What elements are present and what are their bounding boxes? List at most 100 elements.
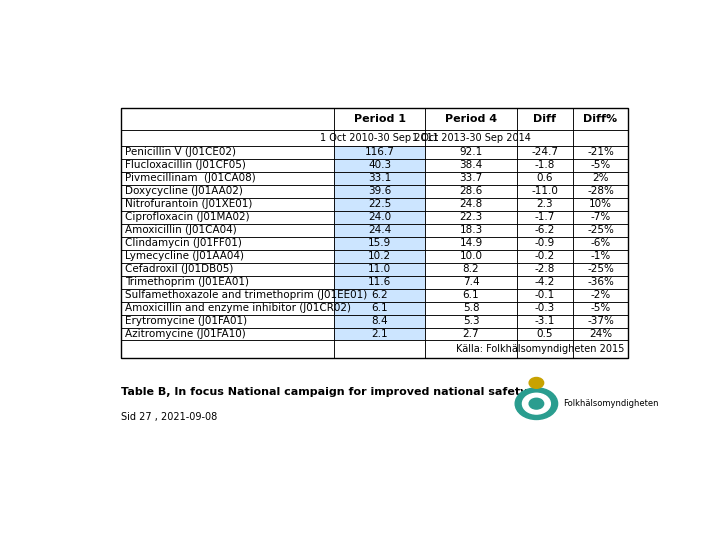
Text: Ciprofloxacin (J01MA02): Ciprofloxacin (J01MA02) [125, 212, 249, 222]
Bar [572, 262, 629, 275]
Bar [121, 109, 334, 130]
Circle shape [523, 393, 550, 414]
Text: Erytromycine (J01FA01): Erytromycine (J01FA01) [125, 316, 247, 326]
Bar [572, 185, 629, 198]
Bar [426, 185, 517, 198]
Bar [334, 146, 426, 159]
Bar [517, 211, 572, 224]
Bar [517, 275, 572, 288]
Text: -5%: -5% [590, 160, 611, 170]
Text: 5.8: 5.8 [463, 303, 480, 313]
Bar [426, 262, 517, 275]
Bar [572, 172, 629, 185]
Bar [121, 275, 334, 288]
Bar [334, 327, 426, 341]
Text: 2.3: 2.3 [536, 199, 553, 210]
Bar [572, 327, 629, 341]
Bar [334, 314, 426, 327]
Bar [517, 275, 572, 288]
Bar [426, 211, 517, 224]
Text: Amoxicillin and enzyme inhibitor (J01CR02): Amoxicillin and enzyme inhibitor (J01CR0… [125, 303, 351, 313]
Bar [121, 224, 334, 237]
Bar [121, 109, 629, 358]
Bar [572, 288, 629, 301]
Bar [517, 301, 572, 314]
Bar [517, 224, 572, 237]
Bar [426, 237, 517, 249]
Text: -11.0: -11.0 [531, 186, 558, 196]
Text: 24.0: 24.0 [368, 212, 391, 222]
Text: 38.4: 38.4 [459, 160, 482, 170]
Bar [334, 341, 426, 358]
Bar [572, 237, 629, 249]
Text: Trimethoprim (J01EA01): Trimethoprim (J01EA01) [125, 277, 248, 287]
Bar [572, 198, 629, 211]
Circle shape [529, 399, 544, 409]
Text: Diff%: Diff% [583, 114, 618, 124]
Bar [426, 172, 517, 185]
Text: -6.2: -6.2 [534, 225, 555, 235]
Text: 8.4: 8.4 [372, 316, 388, 326]
Bar [517, 146, 572, 159]
Text: 22.3: 22.3 [459, 212, 482, 222]
Bar [334, 275, 426, 288]
Text: -1.8: -1.8 [534, 160, 555, 170]
Text: -28%: -28% [587, 186, 614, 196]
Bar [334, 172, 426, 185]
Bar [426, 327, 517, 341]
Text: -25%: -25% [587, 225, 614, 235]
Bar [426, 109, 517, 130]
Bar [517, 185, 572, 198]
Bar [121, 288, 334, 301]
Bar [517, 314, 572, 327]
Text: 18.3: 18.3 [459, 225, 482, 235]
Bar [426, 237, 517, 249]
Bar [572, 301, 629, 314]
Text: 24.8: 24.8 [459, 199, 482, 210]
Bar [334, 185, 426, 198]
Bar [572, 109, 629, 130]
Text: Källa: Folkhälsomyndigheten 2015: Källa: Folkhälsomyndigheten 2015 [456, 344, 624, 354]
Bar [572, 224, 629, 237]
Bar [121, 275, 334, 288]
Text: 6.1: 6.1 [372, 303, 388, 313]
Bar [572, 314, 629, 327]
Bar [426, 275, 517, 288]
Bar [426, 301, 517, 314]
Text: -37%: -37% [587, 316, 614, 326]
Bar [334, 314, 426, 327]
Bar [572, 341, 629, 358]
Text: -36%: -36% [587, 277, 614, 287]
Bar [517, 237, 572, 249]
Bar [517, 249, 572, 262]
Text: 2.1: 2.1 [372, 329, 388, 339]
Bar [121, 249, 334, 262]
Text: 1 Oct 2013-30 Sep 2014: 1 Oct 2013-30 Sep 2014 [412, 133, 531, 143]
Bar [334, 211, 426, 224]
Bar [517, 198, 572, 211]
Bar [334, 275, 426, 288]
Bar [334, 249, 426, 262]
Circle shape [516, 388, 557, 420]
Bar [517, 146, 572, 159]
Bar [121, 224, 334, 237]
Bar [572, 314, 629, 327]
Text: Azitromycine (J01FA10): Azitromycine (J01FA10) [125, 329, 246, 339]
Text: 10.2: 10.2 [368, 251, 391, 261]
Bar [572, 130, 629, 146]
Bar [572, 262, 629, 275]
Text: 0.6: 0.6 [536, 173, 553, 183]
Text: Pivmecillinam  (J01CA08): Pivmecillinam (J01CA08) [125, 173, 256, 183]
Bar [334, 288, 426, 301]
Bar [426, 198, 517, 211]
Text: Lymecycline (J01AA04): Lymecycline (J01AA04) [125, 251, 243, 261]
Text: -0.1: -0.1 [534, 290, 555, 300]
Bar [426, 130, 517, 146]
Bar [572, 146, 629, 159]
Bar [121, 211, 334, 224]
Text: 1 Oct 2010-30 Sep 2011: 1 Oct 2010-30 Sep 2011 [320, 133, 439, 143]
Text: -7%: -7% [590, 212, 611, 222]
Bar [121, 198, 334, 211]
Bar [426, 314, 517, 327]
Bar [572, 211, 629, 224]
